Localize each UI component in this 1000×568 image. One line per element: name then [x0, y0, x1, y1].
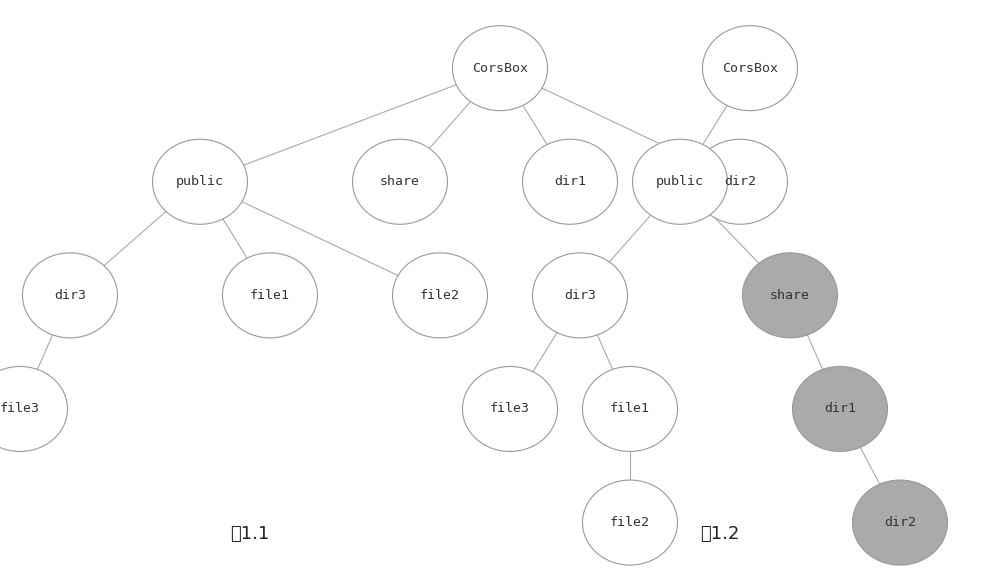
Ellipse shape: [742, 253, 838, 338]
Text: file2: file2: [610, 516, 650, 529]
Text: dir3: dir3: [54, 289, 86, 302]
Text: CorsBox: CorsBox: [472, 62, 528, 74]
Ellipse shape: [22, 253, 118, 338]
Text: dir2: dir2: [884, 516, 916, 529]
Ellipse shape: [582, 480, 678, 565]
Text: 图1.2: 图1.2: [700, 525, 740, 543]
Ellipse shape: [692, 139, 788, 224]
Ellipse shape: [702, 26, 798, 111]
Ellipse shape: [462, 366, 558, 452]
Text: dir3: dir3: [564, 289, 596, 302]
Text: share: share: [770, 289, 810, 302]
Text: file2: file2: [420, 289, 460, 302]
Text: dir2: dir2: [724, 176, 756, 188]
Text: file1: file1: [610, 403, 650, 415]
Ellipse shape: [222, 253, 318, 338]
Ellipse shape: [152, 139, 248, 224]
Text: public: public: [656, 176, 704, 188]
Text: file1: file1: [250, 289, 290, 302]
Text: file3: file3: [490, 403, 530, 415]
Ellipse shape: [852, 480, 948, 565]
Ellipse shape: [522, 139, 618, 224]
Text: 图1.1: 图1.1: [230, 525, 270, 543]
Text: dir1: dir1: [824, 403, 856, 415]
Text: CorsBox: CorsBox: [722, 62, 778, 74]
Text: dir1: dir1: [554, 176, 586, 188]
Ellipse shape: [582, 366, 678, 452]
Ellipse shape: [452, 26, 548, 111]
Ellipse shape: [792, 366, 888, 452]
Text: public: public: [176, 176, 224, 188]
Text: share: share: [380, 176, 420, 188]
Ellipse shape: [392, 253, 488, 338]
Text: file3: file3: [0, 403, 40, 415]
Ellipse shape: [532, 253, 628, 338]
Ellipse shape: [352, 139, 448, 224]
Ellipse shape: [0, 366, 68, 452]
Ellipse shape: [633, 139, 728, 224]
